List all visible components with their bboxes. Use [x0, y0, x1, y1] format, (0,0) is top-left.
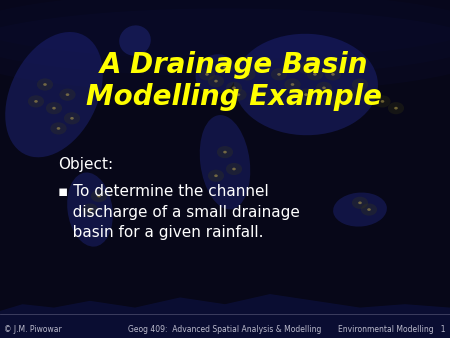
Circle shape	[64, 112, 80, 124]
Circle shape	[214, 174, 218, 177]
Circle shape	[50, 122, 67, 135]
Circle shape	[304, 93, 308, 96]
Circle shape	[316, 82, 332, 94]
Ellipse shape	[195, 54, 237, 95]
Circle shape	[298, 89, 314, 101]
Circle shape	[307, 68, 323, 80]
Circle shape	[329, 95, 346, 107]
Circle shape	[394, 107, 398, 110]
Circle shape	[43, 83, 47, 86]
Circle shape	[82, 203, 98, 216]
Circle shape	[239, 68, 256, 80]
Text: ▪ To determine the channel
   discharge of a small drainage
   basin for a given: ▪ To determine the channel discharge of …	[58, 184, 301, 240]
Circle shape	[298, 62, 314, 74]
Polygon shape	[0, 294, 450, 338]
Circle shape	[91, 190, 107, 202]
Circle shape	[367, 208, 371, 211]
Circle shape	[343, 89, 359, 101]
Ellipse shape	[67, 172, 113, 247]
Circle shape	[37, 78, 53, 91]
Circle shape	[52, 107, 56, 110]
Circle shape	[208, 170, 224, 182]
Text: A Drainage Basin
Modelling Example: A Drainage Basin Modelling Example	[86, 51, 382, 111]
Circle shape	[291, 83, 294, 86]
Circle shape	[331, 73, 335, 76]
Circle shape	[304, 66, 308, 69]
Ellipse shape	[0, 8, 450, 93]
Circle shape	[57, 127, 60, 130]
Ellipse shape	[234, 34, 378, 135]
Circle shape	[230, 89, 247, 101]
Circle shape	[97, 195, 101, 197]
Circle shape	[66, 93, 69, 96]
Circle shape	[226, 163, 242, 175]
Ellipse shape	[0, 0, 450, 76]
Text: Environmental Modelling   1: Environmental Modelling 1	[338, 324, 446, 334]
Circle shape	[46, 102, 62, 114]
Circle shape	[214, 80, 218, 82]
Circle shape	[199, 68, 215, 80]
Ellipse shape	[333, 193, 387, 226]
Circle shape	[205, 73, 209, 76]
Circle shape	[349, 93, 353, 96]
Ellipse shape	[5, 32, 103, 157]
Circle shape	[271, 68, 287, 80]
Circle shape	[208, 75, 224, 87]
Circle shape	[352, 197, 368, 209]
Circle shape	[381, 100, 384, 103]
Circle shape	[374, 95, 391, 107]
Circle shape	[28, 95, 44, 107]
Circle shape	[70, 117, 74, 120]
Circle shape	[284, 78, 301, 91]
Circle shape	[88, 208, 92, 211]
Circle shape	[325, 68, 341, 80]
Circle shape	[313, 73, 317, 76]
Circle shape	[59, 89, 76, 101]
Ellipse shape	[200, 115, 250, 210]
Circle shape	[34, 100, 38, 103]
Circle shape	[277, 73, 281, 76]
Circle shape	[358, 83, 362, 86]
Circle shape	[237, 93, 240, 96]
Circle shape	[361, 203, 377, 216]
Circle shape	[246, 73, 249, 76]
Circle shape	[358, 201, 362, 204]
Ellipse shape	[119, 25, 151, 56]
Circle shape	[352, 78, 368, 91]
Circle shape	[232, 168, 236, 170]
Circle shape	[388, 102, 404, 114]
Circle shape	[226, 82, 242, 94]
Text: Object:: Object:	[58, 157, 113, 172]
Circle shape	[232, 87, 236, 89]
Circle shape	[336, 100, 339, 103]
Circle shape	[223, 151, 227, 153]
Circle shape	[322, 87, 326, 89]
Circle shape	[223, 66, 227, 69]
Text: Geog 409:  Advanced Spatial Analysis & Modelling: Geog 409: Advanced Spatial Analysis & Mo…	[128, 324, 322, 334]
Text: © J.M. Piwowar: © J.M. Piwowar	[4, 324, 62, 334]
Circle shape	[217, 146, 233, 158]
Circle shape	[217, 62, 233, 74]
